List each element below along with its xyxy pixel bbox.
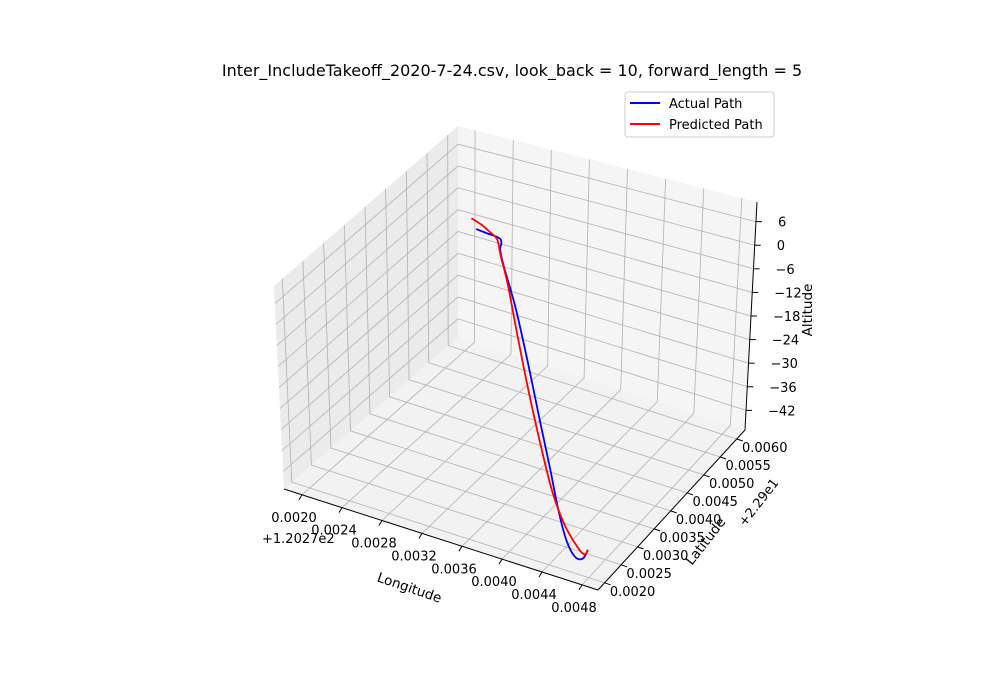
y-grid-line-6	[405, 170, 704, 476]
x-tick-mark-5	[498, 558, 503, 565]
z-tick-label-0: 6	[778, 216, 786, 231]
x-tick-mark-4	[458, 545, 463, 552]
left-pane	[274, 126, 458, 489]
z-tick-label-2: −6	[775, 263, 794, 278]
x-grid-line-0	[301, 130, 476, 496]
z-tick-label-1: 0	[777, 239, 785, 254]
z-tick-label-6: −30	[771, 357, 798, 372]
x-tick-mark-7	[578, 584, 583, 591]
z-grid-line-1	[275, 165, 755, 325]
y-tick-label-2: 0.0030	[643, 549, 689, 564]
y-tick-label-6: 0.0050	[709, 477, 755, 492]
y-tick-mark-4	[670, 510, 677, 514]
y-tick-label-5: 0.0045	[692, 495, 738, 510]
x-tick-label-1: 0.0024	[311, 524, 357, 539]
x-axis-line	[283, 488, 599, 591]
x-tick-label-7: 0.0048	[551, 601, 597, 616]
y-grid-line-1	[302, 260, 622, 566]
z-tick-label-7: −36	[769, 381, 796, 396]
z-tick-label-4: −18	[773, 310, 800, 325]
x-grid-line-6	[541, 188, 705, 573]
z-grid-line-4	[278, 231, 752, 388]
legend-label-actual: Actual Path	[669, 97, 742, 112]
y-tick-label-3: 0.0035	[659, 531, 705, 546]
x-tick-mark-6	[538, 571, 543, 578]
x-grid-line-3	[421, 159, 590, 534]
y-tick-mark-7	[720, 456, 727, 460]
x-tick-label-4: 0.0036	[431, 562, 477, 577]
x-grid-line-7	[581, 198, 743, 586]
z-grid-line-3	[277, 209, 753, 367]
x-grid-line-2	[381, 149, 552, 521]
y-tick-label-4: 0.0040	[676, 513, 722, 528]
x-grid-line-4	[461, 169, 628, 547]
y-tick-mark-6	[703, 474, 710, 478]
y-tick-mark-5	[687, 492, 694, 496]
y-grid-line-7	[426, 152, 721, 458]
y-grid-line-0	[281, 278, 605, 584]
y-grid-line-4	[364, 206, 671, 512]
x-grid-line-1	[341, 139, 514, 508]
grid-lines	[274, 130, 757, 586]
z-tick-label-5: −24	[772, 334, 799, 349]
x-tick-label-2: 0.0028	[351, 537, 397, 552]
y-grid-line-2	[323, 242, 638, 548]
legend: Actual Path Predicted Path	[624, 91, 775, 138]
legend-label-predicted: Predicted Path	[669, 118, 763, 133]
legend-frame	[624, 91, 775, 138]
x-tick-label-0: 0.0020	[271, 511, 317, 526]
series-predicted-path	[470, 217, 589, 556]
z-grid-line-7	[281, 296, 748, 451]
x-tick-mark-1	[338, 507, 343, 513]
y-tick-mark-2	[637, 546, 644, 550]
x-tick-mark-2	[378, 520, 383, 526]
y-grid-line-8	[447, 134, 737, 440]
axis-ticks: 0.00200.00240.00280.00320.00360.00400.00…	[271, 201, 802, 616]
z-grid-line-0	[274, 143, 757, 304]
chart-title: Inter_IncludeTakeoff_2020-7-24.csv, look…	[222, 61, 802, 81]
series-lines	[470, 217, 589, 561]
x-tick-mark-3	[418, 533, 423, 539]
z-axis-label: Altitude	[800, 284, 816, 337]
z-grid-line-6	[280, 274, 749, 430]
y-tick-label-0: 0.0020	[610, 585, 656, 600]
y-tick-label-1: 0.0025	[626, 567, 672, 582]
y-tick-mark-1	[620, 564, 628, 568]
z-grid-line-8	[282, 318, 747, 472]
y-tick-label-7: 0.0055	[725, 459, 771, 474]
x-tick-label-6: 0.0044	[511, 588, 557, 603]
y-grid-line-5	[385, 188, 688, 494]
z-tick-label-3: −12	[774, 286, 801, 301]
y-tick-mark-3	[653, 528, 661, 532]
y-tick-label-8: 0.0060	[742, 441, 788, 456]
series-actual-path	[475, 228, 589, 561]
z-grid-line-5	[279, 252, 750, 409]
back-pane	[458, 126, 757, 430]
x-axis-offset-label: +1.2027e2	[262, 532, 335, 547]
z-grid-line-2	[276, 187, 754, 346]
y-tick-mark-8	[736, 438, 743, 442]
x-tick-label-3: 0.0032	[391, 549, 437, 564]
y-tick-mark-0	[604, 582, 611, 586]
x-tick-label-5: 0.0040	[471, 575, 517, 590]
z-tick-label-8: −42	[768, 404, 795, 419]
x-grid-line-5	[501, 178, 666, 560]
x-tick-mark-0	[298, 494, 303, 501]
